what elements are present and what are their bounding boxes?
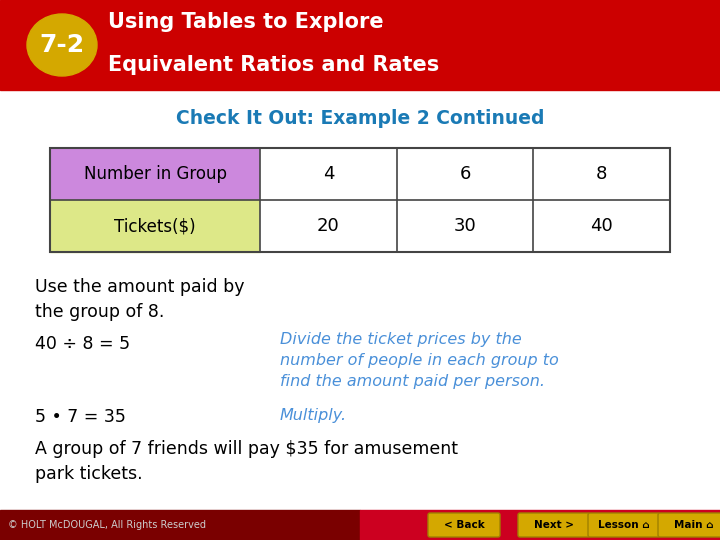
FancyBboxPatch shape [518,513,590,537]
Bar [0,0,720,90]
Text: Lesson ⌂: Lesson ⌂ [598,520,650,530]
Text: 5 • 7 = 35: 5 • 7 = 35 [35,408,126,426]
Text: Check It Out: Example 2 Continued: Check It Out: Example 2 Continued [176,109,544,127]
Bar [50,200,260,252]
Text: 30: 30 [454,217,477,235]
Text: Main ⌂: Main ⌂ [674,520,714,530]
Text: 8: 8 [596,165,608,183]
Text: Number in Group: Number in Group [84,165,227,183]
Text: Multiply.: Multiply. [280,408,347,423]
FancyBboxPatch shape [428,513,500,537]
Text: 40: 40 [590,217,613,235]
Text: Next >: Next > [534,520,574,530]
Bar [260,148,670,252]
Text: 7-2: 7-2 [40,33,84,57]
Text: < Back: < Back [444,520,485,530]
Text: 40 ÷ 8 = 5: 40 ÷ 8 = 5 [35,335,130,353]
Text: Equivalent Ratios and Rates: Equivalent Ratios and Rates [108,55,439,75]
Bar [50,148,670,252]
Bar [360,510,720,540]
Text: Using Tables to Explore: Using Tables to Explore [108,12,384,32]
Text: Tickets($): Tickets($) [114,217,196,235]
Bar [50,148,260,200]
Bar [0,510,360,540]
FancyBboxPatch shape [658,513,720,537]
Text: 20: 20 [317,217,340,235]
Text: 4: 4 [323,165,334,183]
Text: Use the amount paid by
the group of 8.: Use the amount paid by the group of 8. [35,278,245,321]
Ellipse shape [27,14,97,76]
Text: 6: 6 [459,165,471,183]
Text: © HOLT McDOUGAL, All Rights Reserved: © HOLT McDOUGAL, All Rights Reserved [8,520,206,530]
FancyBboxPatch shape [588,513,660,537]
Text: Divide the ticket prices by the
number of people in each group to
find the amoun: Divide the ticket prices by the number o… [280,332,559,389]
Text: A group of 7 friends will pay $35 for amusement
park tickets.: A group of 7 friends will pay $35 for am… [35,440,458,483]
